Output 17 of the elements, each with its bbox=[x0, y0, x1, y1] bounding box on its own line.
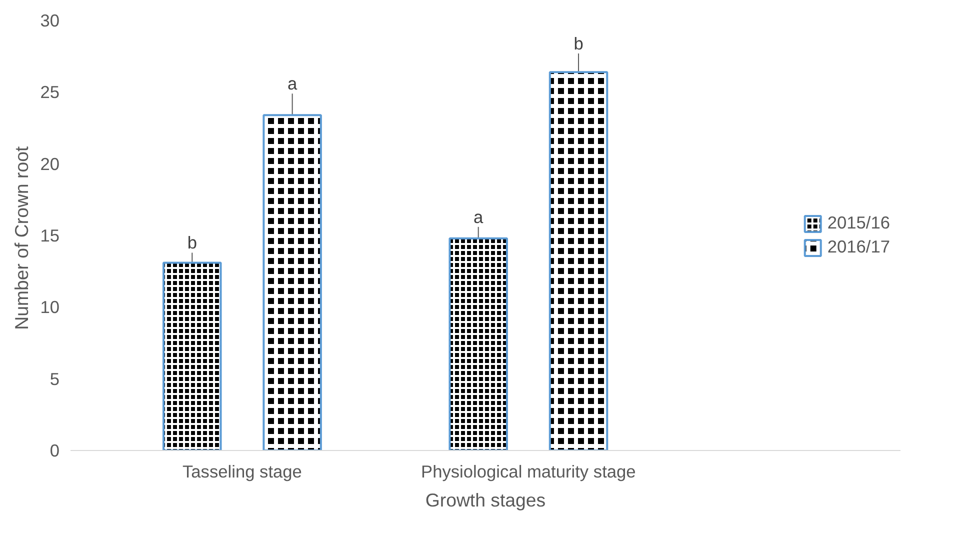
y-tick-label: 30 bbox=[40, 10, 60, 30]
annotation: a bbox=[287, 74, 298, 94]
x-tick-label: Tasseling stage bbox=[182, 462, 302, 482]
y-tick-label: 10 bbox=[40, 297, 60, 318]
y-tick-label: 20 bbox=[40, 154, 60, 174]
y-tick-label: 25 bbox=[40, 82, 60, 102]
y-tick-label: 5 bbox=[50, 368, 60, 389]
y-tick-label: 0 bbox=[50, 440, 60, 460]
legend-label: 2016/17 bbox=[827, 236, 890, 258]
annotation: b bbox=[574, 33, 584, 54]
x-tick-label: Physiological maturity stage bbox=[421, 462, 636, 482]
legend-label: 2015/16 bbox=[827, 212, 890, 234]
annotation: b bbox=[187, 232, 197, 253]
y-tick-label: 15 bbox=[40, 226, 60, 246]
annotation: a bbox=[474, 206, 484, 227]
x-axis-title: Growth stages bbox=[425, 490, 546, 510]
y-axis-title: Number of Crown root bbox=[11, 146, 32, 330]
